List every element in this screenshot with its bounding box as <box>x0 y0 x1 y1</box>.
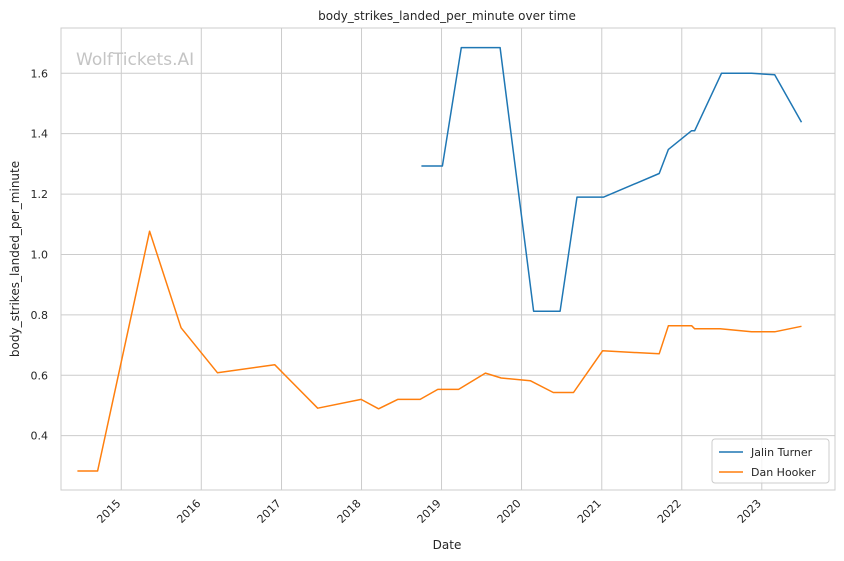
y-axis-label: body_strikes_landed_per_minute <box>8 161 22 357</box>
y-axis-ticks: 0.4 0.6 0.8 1.0 1.2 1.4 1.6 <box>31 67 49 442</box>
series-line-1 <box>77 230 802 472</box>
y-tick-label: 1.0 <box>31 248 49 261</box>
y-tick-label: 0.6 <box>31 369 49 382</box>
x-axis-ticks: 2015 2016 2017 2018 2019 2020 2021 2022 2023 <box>94 497 763 526</box>
x-axis-label: Date <box>433 538 462 552</box>
plot-area-border <box>60 27 836 491</box>
legend-label: Dan Hooker <box>751 466 816 479</box>
legend-label: Jalin Turner <box>750 446 813 459</box>
legend: Jalin Turner Dan Hooker <box>711 438 830 484</box>
y-tick-label: 0.8 <box>31 309 49 322</box>
chart-title: body_strikes_landed_per_minute over time <box>318 9 576 23</box>
y-tick-label: 1.6 <box>31 67 49 80</box>
y-tick-label: 1.4 <box>31 128 49 141</box>
y-tick-label: 0.4 <box>31 430 49 443</box>
y-tick-label: 1.2 <box>31 188 49 201</box>
series-line-0 <box>421 46 803 312</box>
series-lines <box>77 46 803 472</box>
watermark-text: WolfTickets.AI <box>76 50 194 70</box>
